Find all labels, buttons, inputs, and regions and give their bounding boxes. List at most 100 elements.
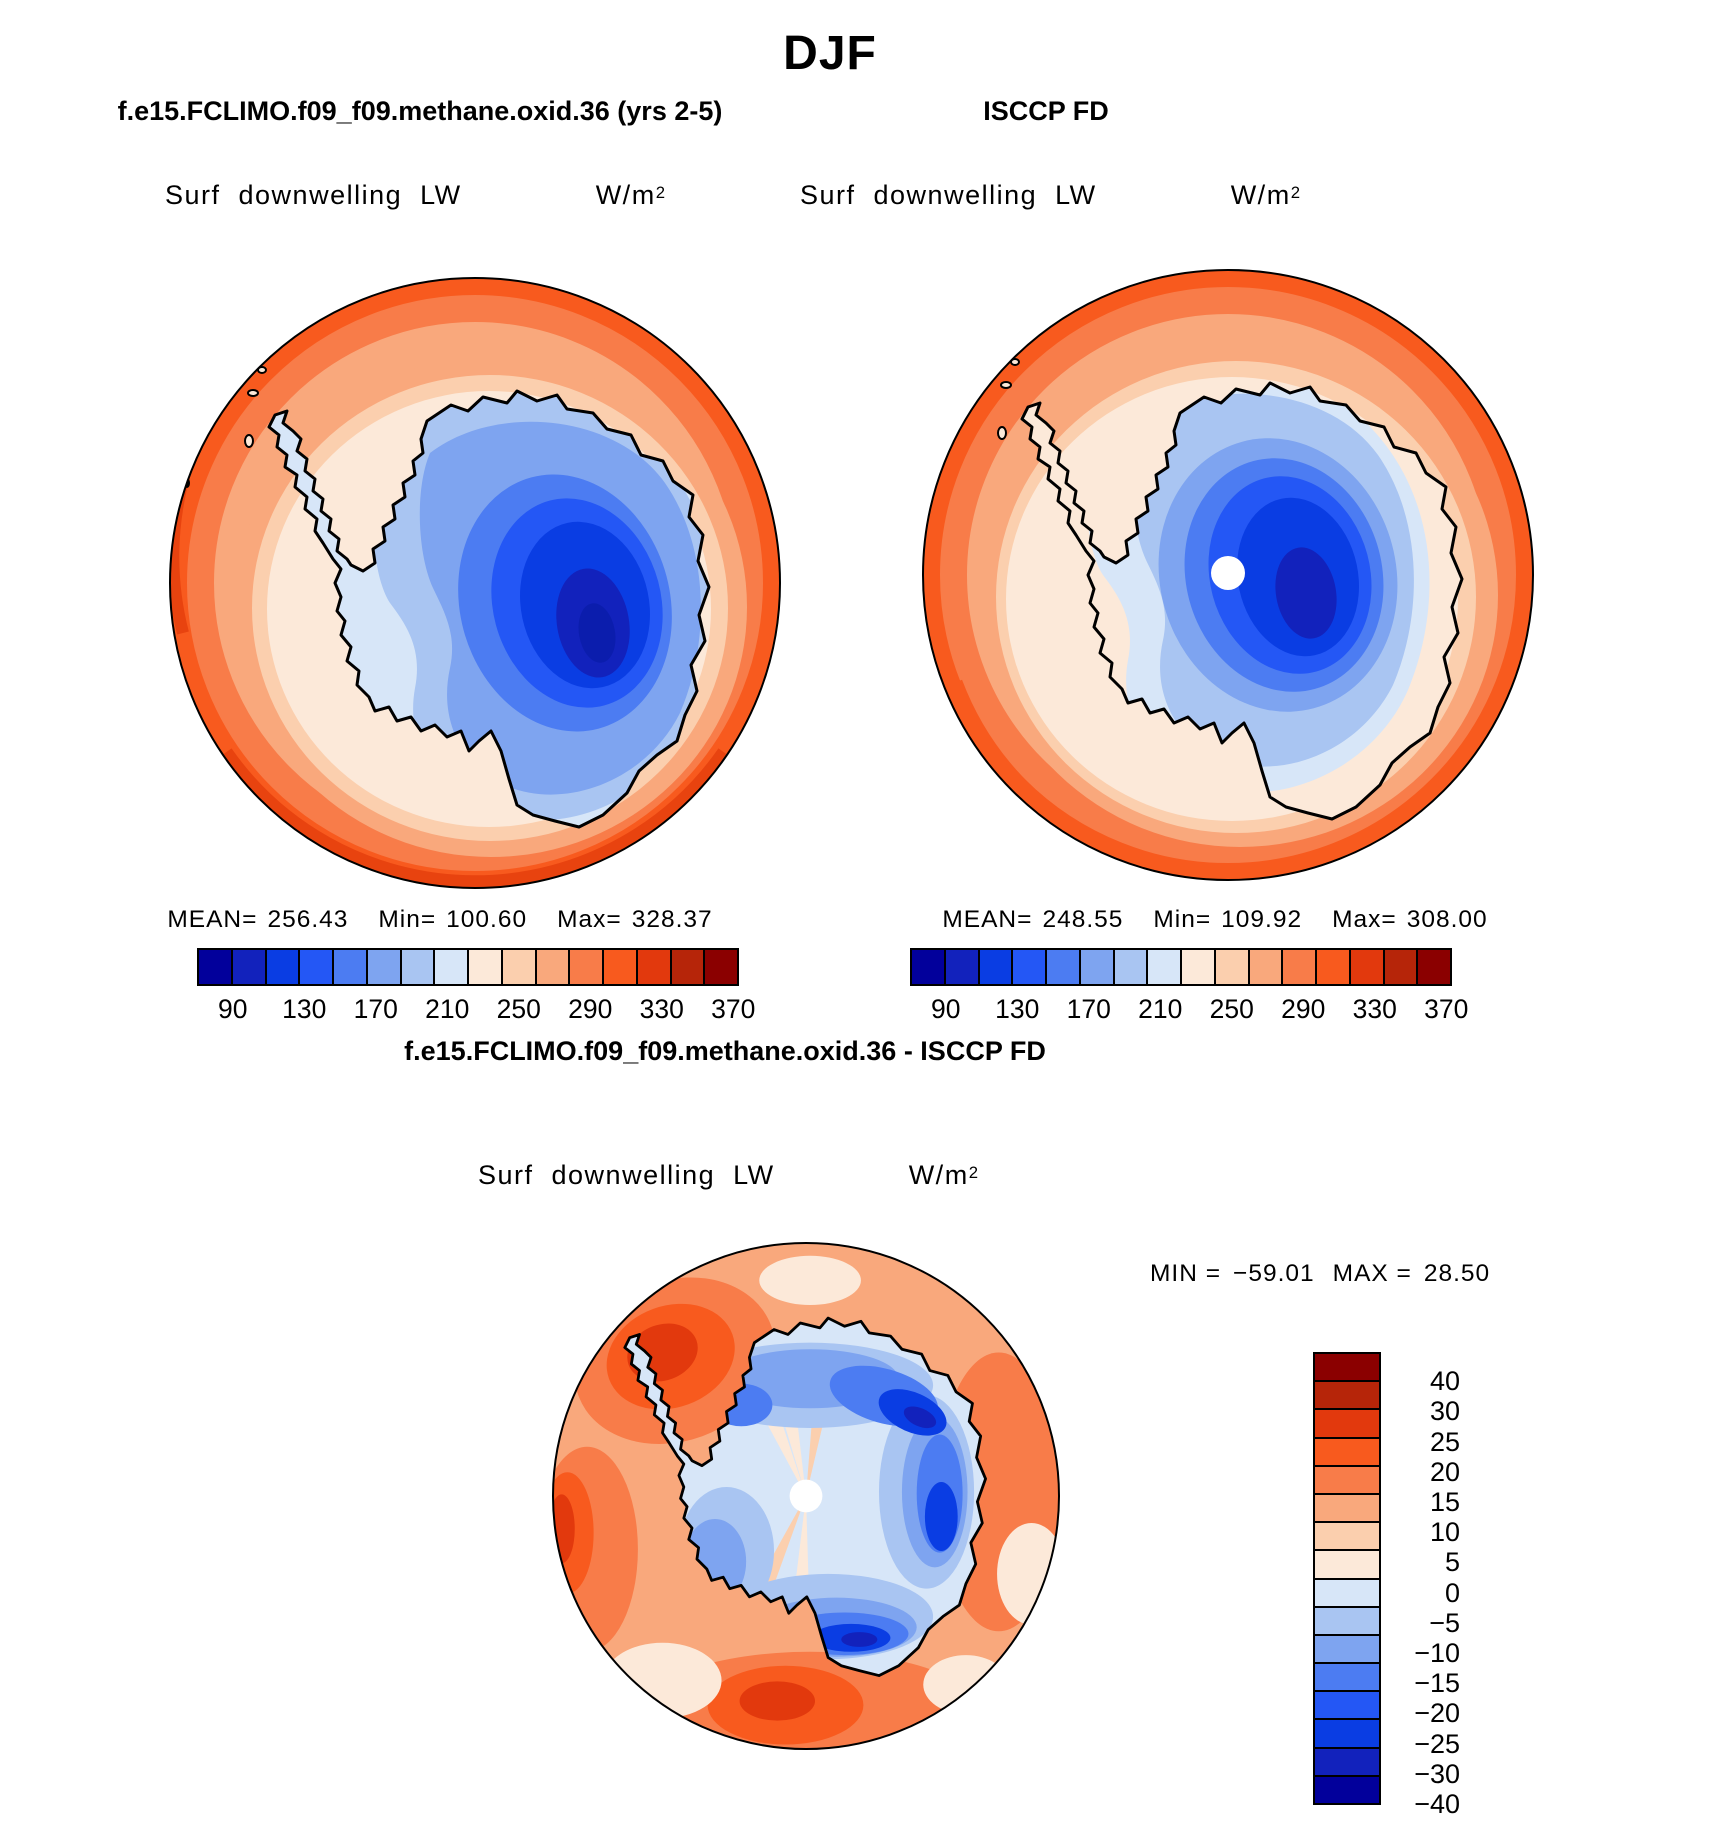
colorbar-cell: [635, 948, 672, 986]
colorbar-tick-label: 25: [1429, 1426, 1460, 1457]
colorbar-cell: [1313, 1464, 1381, 1495]
colorbar-tick-label: 90: [931, 994, 961, 1024]
colorbar-cell: [669, 948, 706, 986]
colorbar-cell: [365, 948, 402, 986]
page-title: DJF: [783, 27, 877, 80]
model-field-label: Surf downwelling LW: [165, 180, 462, 210]
colorbar-cell: [1078, 948, 1115, 986]
obs-polar-map: [922, 269, 1534, 881]
colorbar-tick-label: 210: [425, 994, 470, 1024]
colorbar-tick-label: 370: [711, 994, 756, 1024]
colorbar-cell: [1315, 948, 1351, 986]
colorbar-tick-label: 330: [1352, 994, 1397, 1024]
colorbar-cell: [230, 948, 267, 986]
diff-field-label: Surf downwelling LW: [478, 1160, 775, 1190]
diff-field-header: Surf downwelling LW W/m2: [478, 1160, 978, 1191]
obs-colorbar-ticks: 90 130 170 210 250 290 330 370: [910, 994, 1484, 1028]
colorbar-cell: [1313, 1690, 1381, 1721]
colorbar-cell: [1281, 948, 1317, 986]
colorbar-cell: [602, 948, 638, 986]
obs-mean-label: MEAN=: [942, 906, 1033, 933]
colorbar-tick-label: 90: [218, 994, 248, 1024]
colorbar-tick-label: 130: [282, 994, 327, 1024]
colorbar-tick-label: 40: [1429, 1366, 1460, 1397]
colorbar-tick-label: 290: [568, 994, 613, 1024]
obs-max-label: Max=: [1332, 906, 1397, 933]
colorbar-cell: [467, 948, 503, 986]
colorbar-cell: [1313, 1352, 1381, 1383]
colorbar-tick-label: 15: [1429, 1487, 1460, 1517]
colorbar-tick-label: 290: [1281, 994, 1326, 1024]
colorbar-cell: [1313, 1605, 1381, 1636]
obs-stats-row: MEAN= 248.55 Min= 109.92 Max= 308.00: [905, 906, 1525, 934]
obs-field-header: Surf downwelling LW W/m2: [800, 180, 1300, 211]
model-max-value: 328.37: [631, 906, 713, 933]
colorbar-cell: [433, 948, 469, 986]
diff-minmax-row: MIN = −59.01 MAX = 28.50: [1150, 1260, 1590, 1288]
obs-dataset-title: ISCCP FD: [983, 96, 1109, 126]
diff-colorbar: [1313, 1352, 1381, 1805]
colorbar-cell: [1313, 1662, 1381, 1693]
colorbar-cell: [1313, 1774, 1381, 1805]
colorbar-cell: [1348, 948, 1385, 986]
colorbar-cell: [1313, 1380, 1381, 1411]
colorbar-cell: [1011, 948, 1047, 986]
colorbar-cell: [298, 948, 334, 986]
colorbar-tick-label: 170: [353, 994, 398, 1024]
model-min-label: Min=: [378, 906, 437, 933]
model-min-value: 100.60: [446, 906, 528, 933]
colorbar-tick-label: 30: [1429, 1396, 1460, 1427]
colorbar-cell: [703, 948, 739, 986]
colorbar-cell: [332, 948, 368, 986]
colorbar-tick-label: 330: [639, 994, 684, 1024]
colorbar-cell: [977, 948, 1014, 986]
colorbar-tick-label: 250: [1209, 994, 1254, 1024]
model-mean-label: MEAN=: [167, 906, 258, 933]
model-stats-row: MEAN= 256.43 Min= 100.60 Max= 328.37: [130, 906, 750, 934]
diff-max-label: MAX =: [1332, 1260, 1412, 1287]
obs-mean-value: 248.55: [1042, 906, 1124, 933]
model-units-label: W/m2: [595, 180, 665, 210]
colorbar-tick-label: −10: [1414, 1638, 1460, 1668]
obs-units-label: W/m2: [1230, 180, 1300, 210]
colorbar-tick-label: 370: [1424, 994, 1469, 1024]
colorbar-cell: [1213, 948, 1250, 986]
difference-title: f.e15.FCLIMO.f09_f09.methane.oxid.36 - I…: [404, 1036, 1046, 1066]
model-colorbar: [197, 948, 739, 986]
diff-pole-missing-data-dot: [789, 1479, 823, 1513]
colorbar-cell: [1416, 948, 1452, 986]
colorbar-cell: [1313, 1492, 1381, 1524]
model-case-title: f.e15.FCLIMO.f09_f09.methane.oxid.36 (yr…: [117, 96, 723, 126]
colorbar-cell: [1112, 948, 1149, 986]
diff-min-label: MIN =: [1150, 1260, 1222, 1287]
model-max-label: Max=: [557, 906, 622, 933]
colorbar-tick-label: 210: [1138, 994, 1183, 1024]
colorbar-tick-label: 250: [496, 994, 541, 1024]
colorbar-cell: [1313, 1549, 1381, 1580]
colorbar-tick-label: −15: [1414, 1668, 1460, 1699]
colorbar-cell: [1045, 948, 1081, 986]
obs-colorbar: [910, 948, 1452, 986]
colorbar-cell: [910, 948, 946, 986]
colorbar-cell: [197, 948, 233, 986]
colorbar-cell: [1313, 1436, 1381, 1467]
obs-min-label: Min=: [1153, 906, 1212, 933]
colorbar-cell: [399, 948, 436, 986]
diff-units-label: W/m2: [908, 1160, 978, 1190]
obs-max-value: 308.00: [1406, 906, 1488, 933]
diff-min-value: −59.01: [1233, 1260, 1315, 1287]
diff-polar-map: [552, 1242, 1060, 1750]
model-mean-value: 256.43: [267, 906, 349, 933]
model-polar-map: [169, 277, 781, 889]
colorbar-tick-label: 10: [1429, 1517, 1460, 1548]
colorbar-cell: [1313, 1718, 1381, 1749]
colorbar-cell: [1313, 1746, 1381, 1777]
colorbar-cell: [1180, 948, 1216, 986]
colorbar-cell: [568, 948, 604, 986]
colorbar-tick-label: −40: [1414, 1789, 1460, 1819]
colorbar-tick-label: 0: [1444, 1577, 1460, 1608]
colorbar-cell: [1313, 1521, 1381, 1552]
colorbar-tick-label: 20: [1429, 1456, 1460, 1487]
colorbar-cell: [1313, 1408, 1381, 1439]
